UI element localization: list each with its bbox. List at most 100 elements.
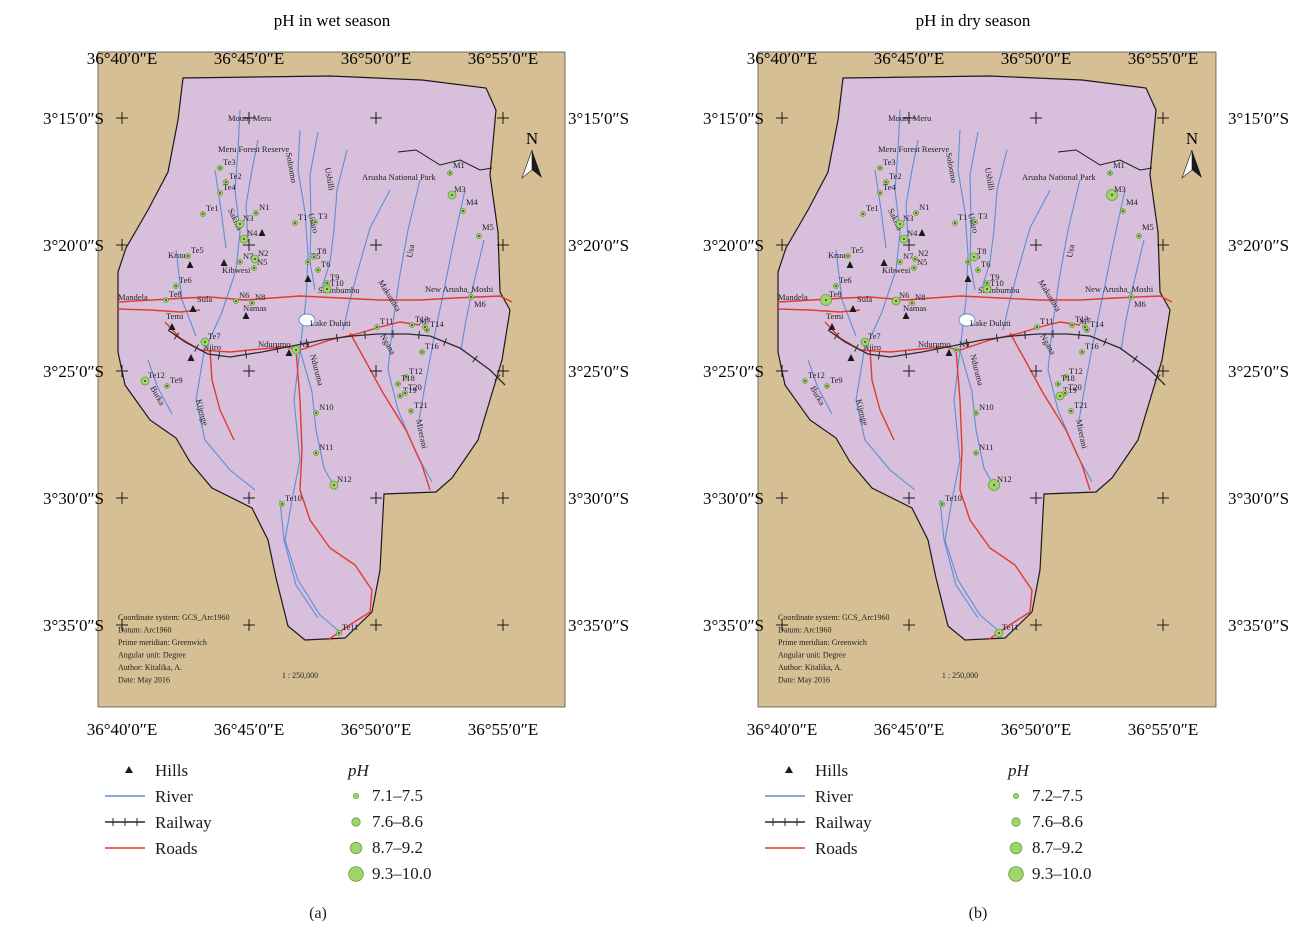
place-label: Kruu xyxy=(168,250,186,260)
sampling-point[interactable]: T12 xyxy=(1063,366,1083,380)
sampling-point[interactable]: N4 xyxy=(239,228,258,244)
sampling-point[interactable]: T18 xyxy=(395,373,415,387)
sampling-point[interactable]: N6 xyxy=(233,290,250,304)
sampling-point[interactable]: T14 xyxy=(424,319,445,333)
sampling-point[interactable]: M1 xyxy=(447,160,465,176)
sampling-point[interactable]: T19 xyxy=(1055,385,1077,401)
sampling-point[interactable]: M6 xyxy=(468,294,486,310)
sampling-point[interactable]: M7 xyxy=(419,316,431,330)
sampling-point[interactable]: Te7 xyxy=(200,331,221,347)
sampling-point[interactable]: T18 xyxy=(1055,373,1075,387)
sampling-point[interactable]: T13 xyxy=(1069,314,1089,328)
sampling-point[interactable]: T11 xyxy=(1034,316,1054,330)
legend-ph-class-label: 9.3–10.0 xyxy=(372,864,432,883)
sampling-point[interactable]: T19 xyxy=(397,385,417,399)
sampling-point[interactable]: N12 xyxy=(988,474,1012,491)
sampling-point[interactable]: Te2 xyxy=(223,171,242,185)
sampling-point[interactable]: T20 xyxy=(402,382,422,396)
sampling-point[interactable]: N7 xyxy=(237,251,254,265)
sampling-point[interactable]: Te4 xyxy=(217,182,237,196)
sampling-point[interactable]: N10 xyxy=(973,402,994,416)
legend-ph-title: pH xyxy=(1007,761,1031,780)
place-label: Njiro xyxy=(863,342,881,352)
sampling-point[interactable]: T8 xyxy=(969,246,986,262)
sampling-point[interactable]: Te11 xyxy=(336,622,359,636)
place-label: Ndurumo xyxy=(918,339,951,349)
road-line xyxy=(117,295,513,303)
sampling-point[interactable]: M4 xyxy=(460,197,479,214)
sampling-point[interactable]: N9 xyxy=(291,339,309,355)
sampling-point[interactable]: T20 xyxy=(1062,382,1082,396)
sampling-point[interactable]: M7 xyxy=(1079,316,1091,330)
sampling-point[interactable]: M4 xyxy=(1120,197,1139,214)
sampling-point[interactable]: T16 xyxy=(419,341,439,355)
sampling-point[interactable]: N1 xyxy=(253,202,270,216)
sampling-point[interactable]: Te3 xyxy=(217,157,236,171)
sampling-point[interactable]: Te7 xyxy=(860,331,881,347)
sampling-point[interactable]: T16 xyxy=(1079,341,1099,355)
sampling-point[interactable]: Te4 xyxy=(877,182,897,196)
sampling-point[interactable]: N10 xyxy=(313,402,334,416)
sampling-point[interactable]: N9 xyxy=(953,339,970,353)
sampling-point[interactable]: N1 xyxy=(913,202,930,216)
sampling-point[interactable]: T11 xyxy=(374,316,394,330)
sampling-point[interactable]: T10 xyxy=(322,278,344,294)
sampling-point[interactable]: T21 xyxy=(1068,400,1088,414)
sampling-point[interactable]: N5 xyxy=(911,257,928,271)
sampling-point[interactable]: N5 xyxy=(251,257,268,271)
sampling-point[interactable]: N2 xyxy=(912,248,929,262)
sampling-point[interactable]: T9 xyxy=(324,272,340,286)
sampling-point[interactable]: T1 xyxy=(292,212,308,226)
sampling-point[interactable]: Te8 xyxy=(163,289,182,303)
sampling-point[interactable]: N3 xyxy=(895,213,913,229)
sampling-point[interactable]: Te12 xyxy=(140,370,165,386)
sampling-point[interactable]: T6 xyxy=(315,259,331,273)
north-arrow-half xyxy=(1181,149,1193,179)
sampling-point[interactable]: M5 xyxy=(1136,222,1154,239)
sampling-point[interactable]: N12 xyxy=(329,474,352,490)
sampling-point[interactable]: T3 xyxy=(312,211,328,225)
sampling-point[interactable]: T10 xyxy=(982,278,1004,294)
place-label: Kibwesi xyxy=(222,265,251,275)
sampling-point[interactable]: Te6 xyxy=(833,275,852,289)
sampling-point[interactable]: Te5 xyxy=(845,245,864,259)
sampling-point[interactable]: N4 xyxy=(899,228,918,244)
sampling-point[interactable]: N6 xyxy=(891,290,909,306)
sampling-point[interactable]: T12 xyxy=(403,366,423,380)
sampling-point[interactable]: Te5 xyxy=(185,245,204,259)
sampling-point[interactable]: Te10 xyxy=(939,493,962,507)
sampling-point[interactable]: N11 xyxy=(973,442,994,456)
sampling-point[interactable]: N7 xyxy=(897,251,914,265)
sampling-point[interactable]: M5 xyxy=(476,222,494,239)
sampling-point[interactable]: Te6 xyxy=(173,275,192,289)
sampling-point[interactable]: Te9 xyxy=(164,375,183,389)
sampling-point[interactable]: Te11 xyxy=(994,622,1019,638)
sampling-point[interactable]: M3 xyxy=(447,184,466,200)
sampling-point[interactable]: T6 xyxy=(975,259,991,273)
sampling-point[interactable]: Te9 xyxy=(824,375,843,389)
sampling-point[interactable]: N2 xyxy=(250,248,268,264)
railway-tick xyxy=(995,333,999,343)
legend: Hills River Railway Roads pH7.2–7.5 7.6–8.6 8.… xyxy=(765,761,1092,883)
sampling-point[interactable]: Te1 xyxy=(860,203,879,217)
sampling-point[interactable]: M6 xyxy=(1128,294,1146,310)
sampling-point[interactable]: N8 xyxy=(909,292,926,306)
sampling-point[interactable]: Te8 xyxy=(820,289,842,306)
sampling-point[interactable]: Te12 xyxy=(802,370,825,384)
sampling-point[interactable]: M1 xyxy=(1107,160,1125,176)
sampling-point[interactable]: N11 xyxy=(313,442,334,456)
sampling-point[interactable]: T3 xyxy=(972,211,988,225)
sampling-point[interactable]: N3 xyxy=(235,213,253,229)
sampling-point[interactable]: T1 xyxy=(952,212,968,226)
sampling-point[interactable]: T21 xyxy=(408,400,428,414)
sampling-point[interactable]: Te10 xyxy=(279,493,302,507)
sampling-point[interactable]: T8 xyxy=(311,246,327,260)
sampling-point[interactable]: M3 xyxy=(1106,184,1126,201)
sampling-point[interactable]: T13 xyxy=(409,314,429,328)
sampling-point[interactable]: Te3 xyxy=(877,157,896,171)
railway-tick xyxy=(305,338,309,348)
sampling-point[interactable]: N8 xyxy=(249,292,266,306)
sampling-point[interactable]: Te2 xyxy=(883,171,902,185)
sampling-point[interactable]: Te1 xyxy=(200,203,219,217)
longitude-tick-top: 36°40′0″E xyxy=(87,49,157,68)
